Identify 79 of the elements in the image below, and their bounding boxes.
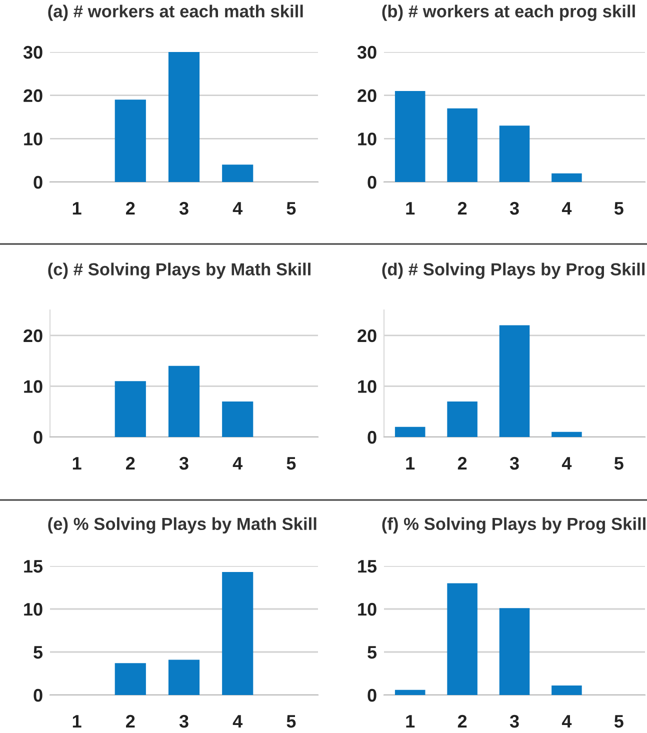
x-tick-label: 5 <box>286 715 296 728</box>
y-tick-label: 0 <box>34 176 42 189</box>
x-tick-label: 5 <box>614 457 624 470</box>
bar <box>447 583 478 695</box>
x-tick-label: 4 <box>232 202 243 215</box>
bar <box>499 126 530 182</box>
y-tick-label: 20 <box>24 329 42 342</box>
y-tick-label: 30 <box>23 46 42 59</box>
y-tick-label: 10 <box>24 132 42 146</box>
x-tick-label: 2 <box>126 456 135 470</box>
x-tick-label: 2 <box>458 714 467 728</box>
bar <box>114 381 146 437</box>
bar <box>394 690 426 695</box>
x-tick-label: 5 <box>614 715 624 728</box>
x-tick-label: 5 <box>614 202 624 215</box>
bar <box>447 108 478 182</box>
chart-title: (d) # Solving Plays by Prog Skill <box>382 262 644 279</box>
x-tick-label: 5 <box>286 457 296 470</box>
x-tick-label: 4 <box>562 457 572 470</box>
x-tick-label: 1 <box>72 202 82 215</box>
bar <box>394 91 426 182</box>
bar <box>114 100 146 182</box>
x-tick-label: 2 <box>458 202 467 215</box>
chart-title: (c) # Solving Plays by Math Skill <box>48 262 310 279</box>
x-tick-label: 3 <box>179 202 188 215</box>
bar <box>168 366 200 437</box>
bar <box>552 686 582 695</box>
y-tick-label: 5 <box>34 646 43 659</box>
chart-title: (b) # workers at each prog skill <box>382 4 635 21</box>
x-tick-label: 1 <box>406 202 415 215</box>
bar <box>222 164 254 182</box>
bar <box>499 325 530 437</box>
chart-title: (a) # workers at each math skill <box>48 4 303 21</box>
y-tick-label: 5 <box>368 646 377 659</box>
chart-title: (e) % Solving Plays by Math Skill <box>48 517 316 534</box>
bar <box>114 663 146 695</box>
bar <box>552 432 582 437</box>
y-tick-label: 10 <box>24 602 42 616</box>
y-tick-label: 0 <box>34 430 42 444</box>
y-tick-label: 0 <box>34 688 42 702</box>
x-tick-label: 4 <box>232 457 243 470</box>
y-tick-label: 0 <box>368 688 376 702</box>
x-tick-label: 4 <box>562 715 572 728</box>
x-tick-label: 3 <box>510 202 519 215</box>
y-tick-label: 15 <box>24 560 43 573</box>
y-tick-label: 20 <box>358 89 376 102</box>
bar <box>447 401 478 437</box>
x-tick-label: 2 <box>126 714 135 728</box>
y-tick-label: 20 <box>24 89 42 102</box>
x-tick-label: 4 <box>562 202 572 215</box>
y-tick-label: 15 <box>358 560 377 573</box>
y-tick-label: 0 <box>368 176 376 189</box>
y-tick-label: 10 <box>358 380 376 393</box>
x-tick-label: 3 <box>179 714 188 728</box>
x-tick-label: 3 <box>510 714 519 728</box>
x-tick-label: 1 <box>406 457 415 470</box>
x-tick-label: 1 <box>406 715 415 728</box>
x-tick-label: 4 <box>232 715 243 728</box>
y-tick-label: 20 <box>358 329 376 342</box>
y-tick-label: 10 <box>358 132 376 146</box>
x-tick-label: 2 <box>458 456 467 470</box>
bar <box>222 572 254 695</box>
y-tick-label: 0 <box>368 430 376 444</box>
y-tick-label: 30 <box>357 46 376 59</box>
bar <box>552 173 582 182</box>
x-tick-label: 2 <box>126 202 135 215</box>
bar <box>222 401 254 437</box>
x-tick-label: 3 <box>510 456 519 470</box>
x-tick-label: 1 <box>72 715 82 728</box>
x-tick-label: 1 <box>72 457 82 470</box>
y-tick-label: 10 <box>358 602 376 616</box>
y-tick-label: 10 <box>24 380 42 393</box>
bar <box>168 52 200 182</box>
bar <box>394 426 426 437</box>
bar <box>168 660 200 695</box>
chart-title: (f) % Solving Plays by Prog Skill <box>382 517 646 534</box>
x-tick-label: 3 <box>179 456 188 470</box>
x-tick-label: 5 <box>286 202 296 215</box>
bar <box>499 608 530 695</box>
